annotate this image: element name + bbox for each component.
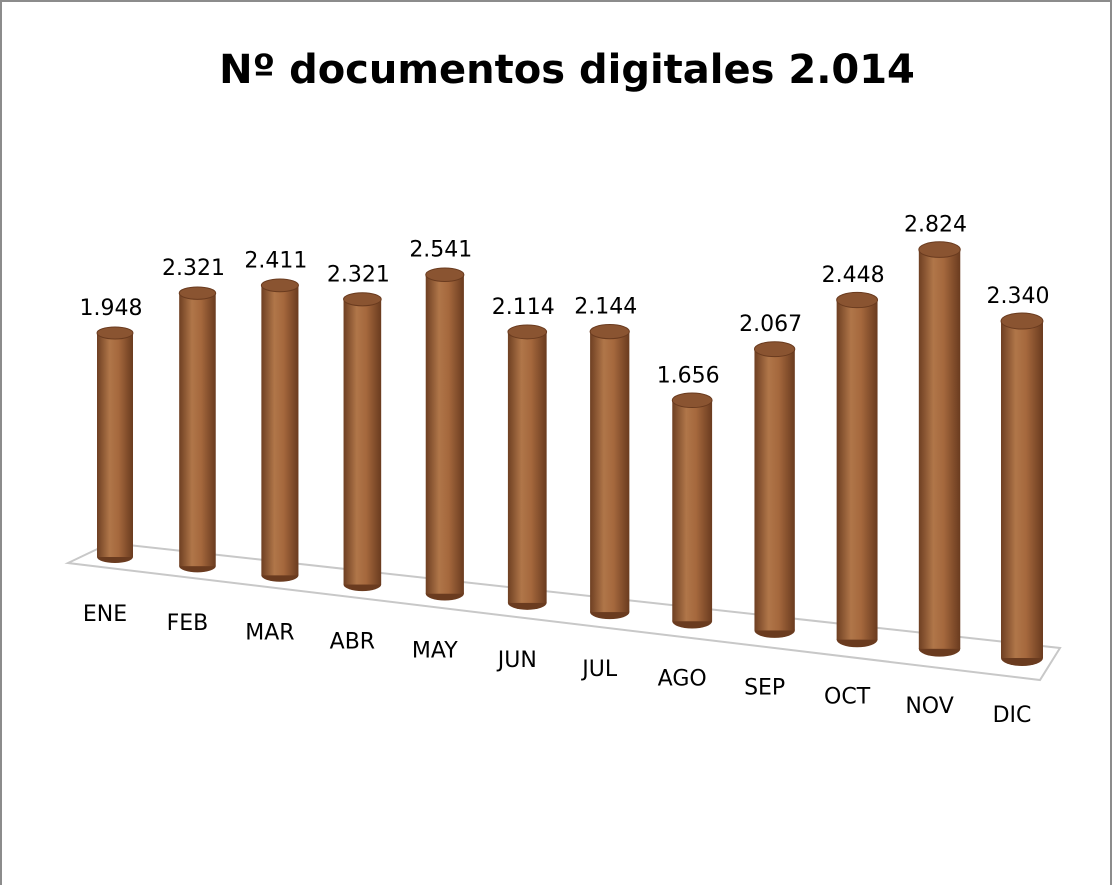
x-tick-label: JUL (580, 657, 618, 682)
bar (97, 332, 133, 557)
bar (836, 300, 878, 640)
floor (64, 541, 1062, 682)
bar (179, 293, 216, 567)
bar (425, 274, 464, 594)
x-tick-label: JUN (496, 648, 537, 673)
x-tick-label: NOV (905, 694, 953, 719)
data-label: 2.067 (739, 312, 802, 337)
chart-title: Nº documentos digitales 2.014 (219, 47, 915, 93)
x-tick-label: FEB (167, 611, 209, 636)
bar (672, 400, 713, 622)
x-tick-label: OCT (824, 685, 871, 710)
data-label: 2.448 (822, 263, 885, 288)
x-tick-label: ABR (330, 630, 375, 655)
x-tick-label: SEP (744, 675, 785, 700)
bar-top (343, 292, 382, 307)
data-label: 2.340 (987, 284, 1050, 309)
x-tick-label: DIC (993, 703, 1032, 728)
bar-top (836, 291, 879, 309)
data-label: 2.321 (327, 262, 390, 287)
data-label: 1.948 (80, 296, 143, 321)
bar-top (96, 326, 134, 340)
data-label: 2.321 (162, 256, 225, 281)
bar-top (425, 267, 465, 282)
bar-top (918, 241, 961, 258)
x-tick-label: ENE (83, 602, 127, 627)
x-tick-label: AGO (658, 666, 707, 691)
bar (261, 285, 299, 576)
bar (918, 249, 961, 649)
x-tick-label: MAY (412, 639, 458, 664)
bar (590, 331, 630, 613)
bar (754, 349, 795, 631)
bar-top (507, 324, 548, 340)
data-label: 2.114 (492, 295, 555, 320)
data-label: 2.411 (244, 248, 307, 273)
bar (1001, 321, 1043, 658)
data-label: 2.541 (409, 238, 472, 263)
bar-top (178, 286, 217, 300)
data-label: 1.656 (657, 363, 720, 388)
bar-top (671, 392, 713, 409)
bar-top (753, 341, 796, 358)
bar-top (1000, 312, 1044, 330)
bar (507, 331, 547, 603)
bar-top (589, 324, 630, 340)
data-label: 2.144 (574, 295, 637, 320)
bar (343, 299, 382, 585)
x-tick-label: MAR (245, 620, 294, 645)
bar-top (260, 278, 299, 293)
data-label: 2.824 (904, 213, 967, 238)
